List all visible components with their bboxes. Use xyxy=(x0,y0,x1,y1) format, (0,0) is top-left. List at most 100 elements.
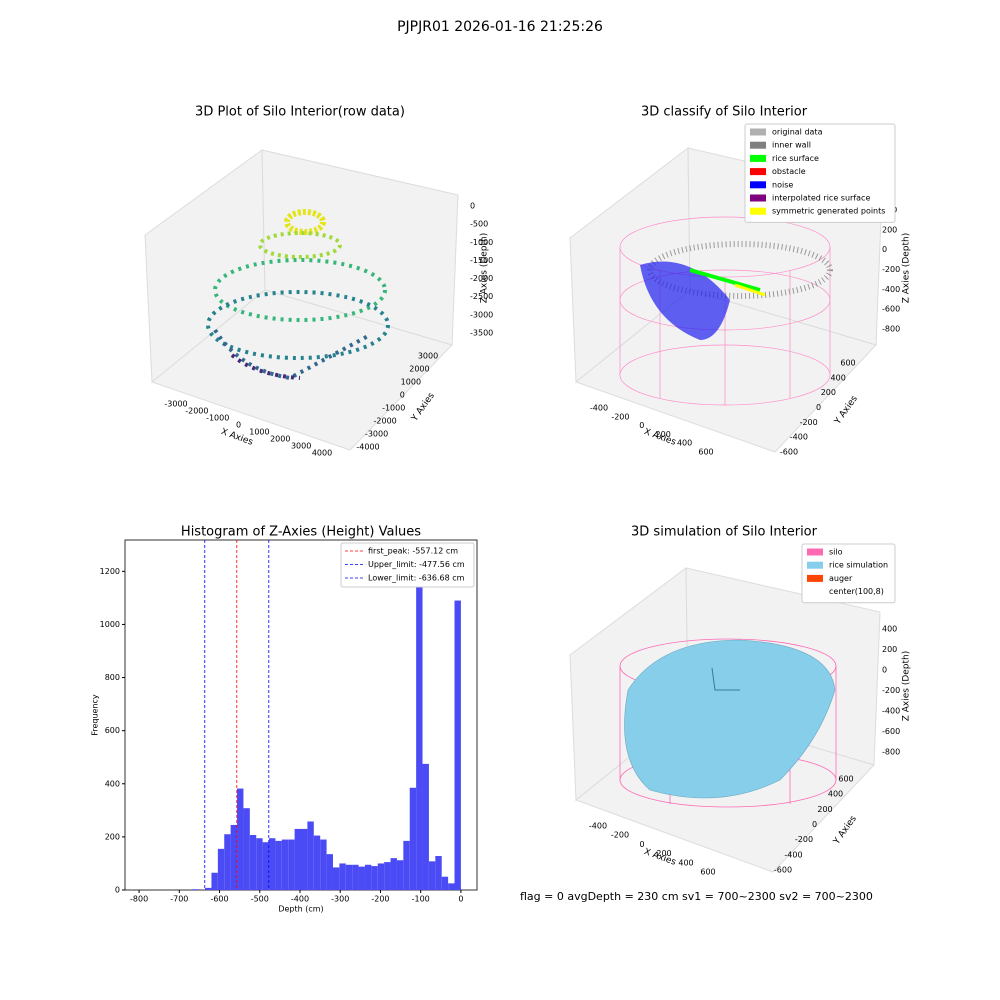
legend-swatch xyxy=(750,141,766,149)
bar xyxy=(217,848,225,890)
y-tick-label: -600 xyxy=(780,448,798,457)
x-tick-label: -300 xyxy=(331,895,349,904)
pane-3d xyxy=(569,567,881,873)
y-tick-label: 200 xyxy=(817,805,832,814)
legend-label: symmetric generated points xyxy=(772,207,885,216)
legend-swatch xyxy=(750,168,766,176)
y-axis-label: Y Axies xyxy=(832,394,860,427)
z-tick-label: -1000 xyxy=(470,238,493,247)
x-tick-label: 400 xyxy=(678,858,693,867)
y-axis-label: Y Axies xyxy=(831,814,859,847)
x-tick-label: 600 xyxy=(700,868,715,877)
y-tick-label: 400 xyxy=(105,779,120,788)
x-tick-label: 3000 xyxy=(291,442,311,451)
bar xyxy=(237,788,244,890)
bar xyxy=(371,866,378,890)
x-tick-label: -500 xyxy=(251,895,269,904)
bar xyxy=(294,828,301,890)
bar xyxy=(428,861,436,890)
legend-label: interpolated rice surface xyxy=(772,194,870,203)
x-tick-label: -100 xyxy=(412,895,430,904)
x-tick-label: -1000 xyxy=(206,414,229,423)
legend-swatch xyxy=(807,588,823,596)
z-tick-label: -800 xyxy=(882,325,900,334)
bar xyxy=(313,835,321,890)
bar xyxy=(364,864,372,890)
x-tick-label: 0 xyxy=(458,895,463,904)
pane-3d xyxy=(144,149,459,451)
bar xyxy=(211,872,218,890)
legend-label: obstacle xyxy=(772,167,806,176)
bar xyxy=(352,864,359,890)
y-tick-label: -400 xyxy=(790,433,808,442)
y-axis-label: Frequency xyxy=(91,694,100,736)
y-tick-label: 1000 xyxy=(401,378,421,387)
x-tick-label: -2000 xyxy=(185,407,208,416)
z-tick-label: -800 xyxy=(882,748,900,757)
legend-label: noise xyxy=(772,180,793,189)
bar xyxy=(377,863,385,890)
y-tick-label: -400 xyxy=(784,850,802,859)
x-tick-label: -700 xyxy=(170,895,188,904)
bar xyxy=(326,854,333,890)
legend-label: Lower_limit: -636.68 cm xyxy=(368,574,465,583)
legend-swatch xyxy=(807,574,823,582)
y-tick-label: 800 xyxy=(105,673,120,682)
x-tick-label: 1000 xyxy=(249,428,269,437)
legend-label: Upper_limit: -477.56 cm xyxy=(368,560,465,569)
z-tick-label: -3000 xyxy=(470,310,493,319)
y-tick-label: 0 xyxy=(812,820,817,829)
bar xyxy=(230,824,238,890)
x-tick-label: -400 xyxy=(590,404,608,413)
bar xyxy=(269,838,276,890)
x-tick-label: -200 xyxy=(611,412,629,421)
bar xyxy=(281,839,289,890)
y-tick-label: -1000 xyxy=(382,404,405,413)
bar xyxy=(332,867,340,890)
x-axis-label: Depth (cm) xyxy=(278,905,323,914)
legend-swatch xyxy=(807,561,823,569)
x-tick-label: 600 xyxy=(698,448,713,457)
bar xyxy=(275,840,282,890)
y-tick-label: 0 xyxy=(816,403,821,412)
y-tick-label: 0 xyxy=(400,391,405,400)
z-tick-label: 0 xyxy=(882,666,887,675)
bar xyxy=(422,763,429,890)
y-axis-label: Y Axies xyxy=(409,391,437,424)
bar xyxy=(192,889,199,890)
z-tick-label: -500 xyxy=(470,220,488,229)
z-tick-label: -200 xyxy=(882,686,900,695)
y-tick-label: -4000 xyxy=(356,443,379,452)
x-tick-label: 400 xyxy=(677,439,692,448)
y-tick-label: 200 xyxy=(821,388,836,397)
bar xyxy=(441,876,449,890)
bar xyxy=(307,821,314,890)
legend-swatch xyxy=(750,154,766,162)
bar xyxy=(345,864,353,890)
x-tick-label: 0 xyxy=(639,421,644,430)
panel-title: 3D simulation of Silo Interior xyxy=(631,525,818,540)
bar xyxy=(243,808,250,890)
x-tick-label: 0 xyxy=(639,840,644,849)
y-tick-label: 1000 xyxy=(100,620,120,629)
panel-title: 3D Plot of Silo Interior(row data) xyxy=(195,105,405,120)
legend-label: silo xyxy=(829,548,843,557)
legend-label: original data xyxy=(772,128,823,137)
bar xyxy=(256,838,263,890)
x-tick-label: -800 xyxy=(130,895,148,904)
bar xyxy=(205,887,212,890)
legend-swatch xyxy=(750,181,766,189)
bar xyxy=(384,862,391,890)
y-tick-label: -2000 xyxy=(374,417,397,426)
z-tick-label: 0 xyxy=(882,245,887,254)
legend-box xyxy=(340,542,475,588)
bar xyxy=(403,840,410,890)
panel-title: 3D classify of Silo Interior xyxy=(641,105,808,120)
x-tick-label: -3000 xyxy=(164,400,187,409)
z-tick-label: -3500 xyxy=(470,329,493,338)
bar xyxy=(396,860,404,890)
z-axis-label: Z Axies (Depth) xyxy=(902,233,912,304)
z-tick-label: -400 xyxy=(882,285,900,294)
x-tick-label: -200 xyxy=(611,831,629,840)
z-tick-label: 200 xyxy=(882,225,897,234)
